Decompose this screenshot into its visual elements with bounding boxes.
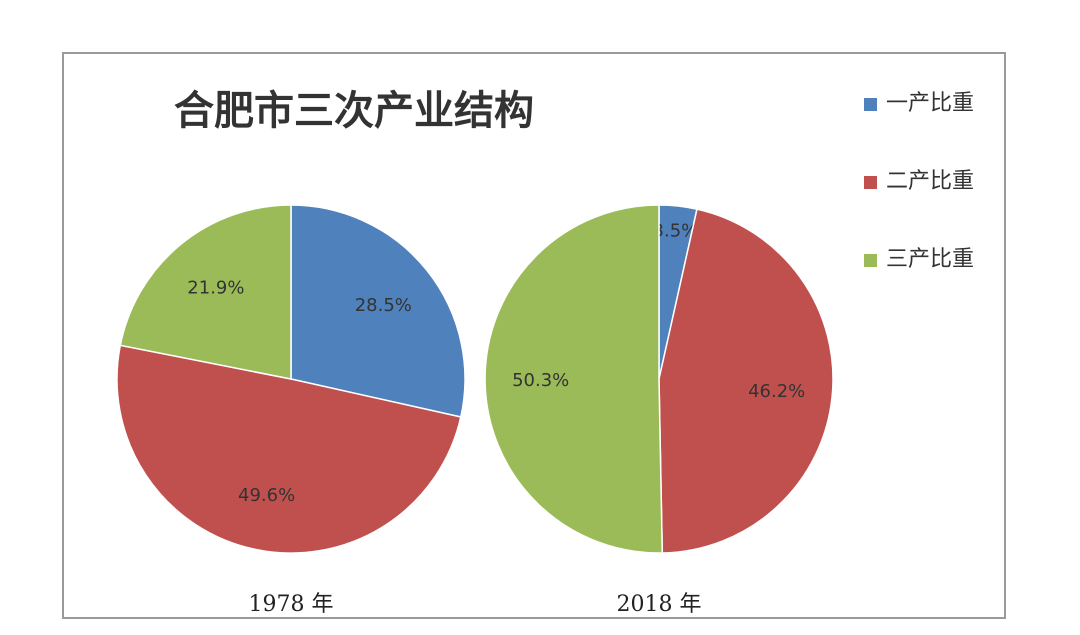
legend-label-1: 一产比重 [886,91,974,116]
pie-2-slice-3 [484,204,664,554]
pie-1-slice-1 [290,204,466,418]
legend-label-3: 三产比重 [886,247,974,272]
pie-2: 3.5% 46.2% 50.3% [484,204,834,554]
legend-swatch-3 [864,254,877,267]
pie-2-slice-2 [658,208,834,554]
legend-label-2: 二产比重 [886,169,974,194]
pie-2-value-label-1: 3.5% [653,220,699,241]
pie-1-value-label-3: 21.9% [187,278,244,299]
pie-1-value-label-1: 28.5% [355,295,412,316]
pie-1-slice-3 [119,204,292,380]
chart-title: 合肥市三次产业结构 [174,88,534,134]
pie-1-slice-2 [116,344,462,554]
pie-1: 28.5% 49.6% 21.9% [116,204,466,554]
pie-2-year-label: 2018 年 [617,592,702,617]
pie-2-value-label-2: 46.2% [748,381,805,402]
pie-1-value-label-2: 49.6% [238,485,295,506]
pie-1-year-label: 1978 年 [249,592,334,617]
legend-swatch-1 [864,98,877,111]
pie-2-value-label-3: 50.3% [512,370,569,391]
pie-chart: 合肥市三次产业结构 28.5% 49.6% 21.9% 1978 年 3.5% 46.2%… [116,88,974,617]
pies-layer: 28.5% 49.6% 21.9% 1978 年 3.5% 46.2% 50.3% 2018 … [116,204,834,617]
chart-frame: 合肥市三次产业结构 28.5% 49.6% 21.9% 1978 年 3.5% 46.2%… [62,52,1006,619]
legend-swatch-2 [864,176,877,189]
